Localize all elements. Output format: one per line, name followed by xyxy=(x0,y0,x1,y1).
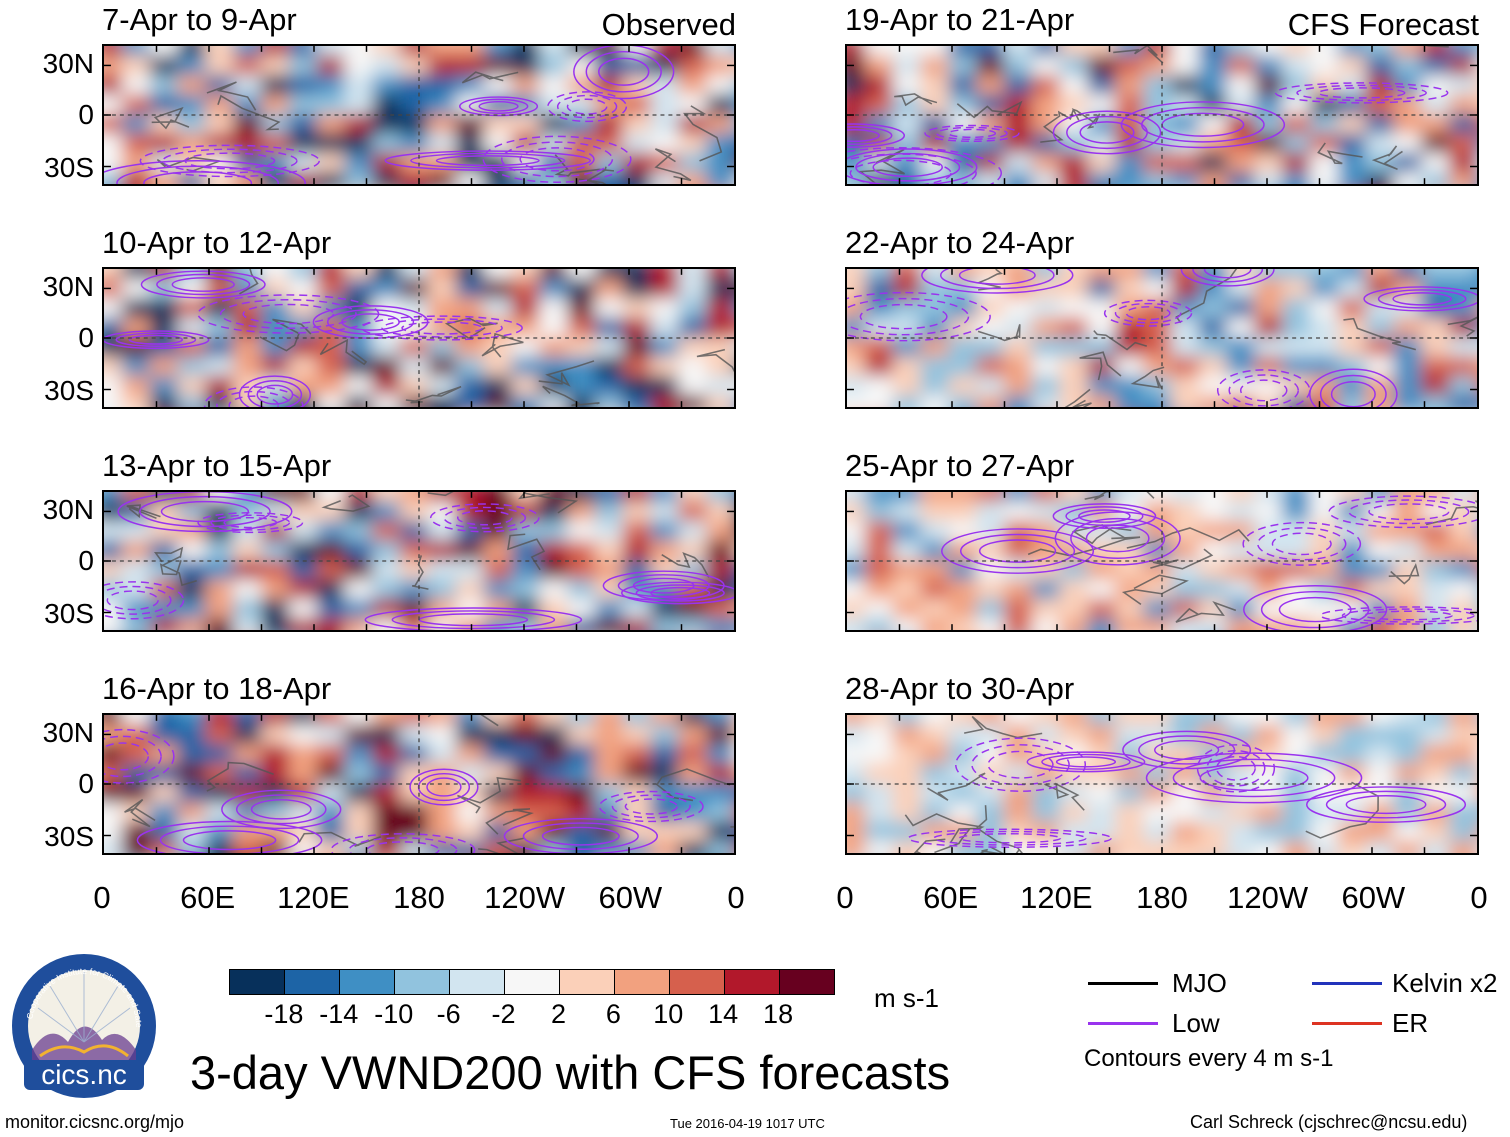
lon-tick-label: 0 xyxy=(1470,880,1488,915)
lon-tick-label: 120W xyxy=(484,880,566,915)
panel-title: 10-Apr to 12-Apr xyxy=(102,225,332,260)
map-panel xyxy=(102,44,736,186)
colorbar-swatch xyxy=(395,970,450,994)
legend-label-low: Low xyxy=(1172,1008,1220,1038)
legend-line-low xyxy=(1088,1022,1158,1025)
map-panel xyxy=(845,44,1479,186)
colorbar-tick-label: -18 xyxy=(264,999,304,1029)
colorbar-swatch xyxy=(780,970,834,994)
lat-tick-label: 0 xyxy=(78,545,94,576)
map-panel xyxy=(102,713,736,855)
colorbar-swatch xyxy=(285,970,340,994)
main-title: 3-day VWND200 with CFS forecasts xyxy=(190,1046,951,1099)
lat-tick-label: 30N xyxy=(42,494,94,525)
lon-tick-label: 120E xyxy=(1020,880,1093,915)
footer-timestamp: Tue 2016-04-19 1017 UTC xyxy=(670,1116,825,1131)
lon-tick-label: 180 xyxy=(393,880,445,915)
lat-tick-label: 0 xyxy=(78,99,94,130)
observed-label: Observed xyxy=(601,7,736,42)
lat-tick-label: 30N xyxy=(42,271,94,302)
lon-tick-label: 60E xyxy=(180,880,236,915)
colorbar-tick-label: 10 xyxy=(653,999,684,1029)
colorbar-swatch xyxy=(505,970,560,994)
panel-title: 28-Apr to 30-Apr xyxy=(845,671,1075,706)
units-label: m s-1 xyxy=(874,983,939,1013)
panel-title: 22-Apr to 24-Apr xyxy=(845,225,1075,260)
colorbar-tick-label: -6 xyxy=(436,999,461,1029)
lat-tick-label: 30S xyxy=(44,152,94,183)
lon-tick-label: 120E xyxy=(277,880,350,915)
colorbar-tick-label: -14 xyxy=(319,999,359,1029)
map-panel xyxy=(102,267,736,409)
footer-credit: Carl Schreck (cjschrec@ncsu.edu) xyxy=(1190,1112,1468,1132)
lat-tick-label: 30N xyxy=(42,48,94,79)
map-panel xyxy=(845,267,1479,409)
colorbar-tick-label: 14 xyxy=(708,999,739,1029)
lat-tick-label: 30N xyxy=(42,717,94,748)
colorbar-tick-label: -10 xyxy=(374,999,414,1029)
panel-title: 16-Apr to 18-Apr xyxy=(102,671,332,706)
colorbar-swatch xyxy=(560,970,615,994)
panel-title: 19-Apr to 21-Apr xyxy=(845,2,1075,37)
colorbar-swatch xyxy=(230,970,285,994)
legend-label-er: ER xyxy=(1392,1008,1429,1038)
map-panel xyxy=(845,490,1479,632)
legend-label-mjo: MJO xyxy=(1172,968,1227,998)
lat-tick-label: 0 xyxy=(78,322,94,353)
colorbar-swatch xyxy=(725,970,780,994)
lat-tick-label: 0 xyxy=(78,768,94,799)
colorbar-tick-label: 6 xyxy=(605,999,621,1029)
colorbar-swatch xyxy=(340,970,395,994)
lon-tick-label: 0 xyxy=(727,880,745,915)
lon-tick-label: 60E xyxy=(923,880,979,915)
lon-tick-label: 180 xyxy=(1136,880,1188,915)
footer-url[interactable]: monitor.cicsnc.org/mjo xyxy=(5,1112,185,1132)
legend-line-mjo xyxy=(1088,982,1158,985)
map-panel xyxy=(845,713,1479,855)
panel-title: 7-Apr to 9-Apr xyxy=(102,2,297,37)
colorbar-swatch xyxy=(615,970,670,994)
legend-line-kelvin xyxy=(1312,982,1382,985)
lon-tick-label: 0 xyxy=(93,880,111,915)
cics-logo: Cooperative Institute for Climate and Sa… xyxy=(10,952,156,1098)
panel-title: 25-Apr to 27-Apr xyxy=(845,448,1075,483)
colorbar-tick-label: 18 xyxy=(763,999,794,1029)
legend-label-kelvin: Kelvin x2 xyxy=(1392,968,1498,998)
lat-tick-label: 30S xyxy=(44,598,94,629)
lon-tick-label: 120W xyxy=(1227,880,1309,915)
contour-note: Contours every 4 m s-1 xyxy=(1084,1045,1334,1072)
legend-line-er xyxy=(1312,1022,1382,1025)
colorbar xyxy=(229,969,835,995)
lat-tick-label: 30S xyxy=(44,375,94,406)
lon-tick-label: 0 xyxy=(836,880,854,915)
panel-title: 13-Apr to 15-Apr xyxy=(102,448,332,483)
logo-name: cics.nc xyxy=(41,1059,127,1090)
colorbar-tick-label: -2 xyxy=(491,999,516,1029)
map-panel xyxy=(102,490,736,632)
lon-tick-label: 60W xyxy=(598,880,663,915)
lat-tick-label: 30S xyxy=(44,821,94,852)
colorbar-swatch xyxy=(450,970,505,994)
lon-tick-label: 60W xyxy=(1341,880,1406,915)
colorbar-swatch xyxy=(670,970,725,994)
cfs-forecast-label: CFS Forecast xyxy=(1287,7,1479,42)
colorbar-tick-label: 2 xyxy=(550,999,566,1029)
